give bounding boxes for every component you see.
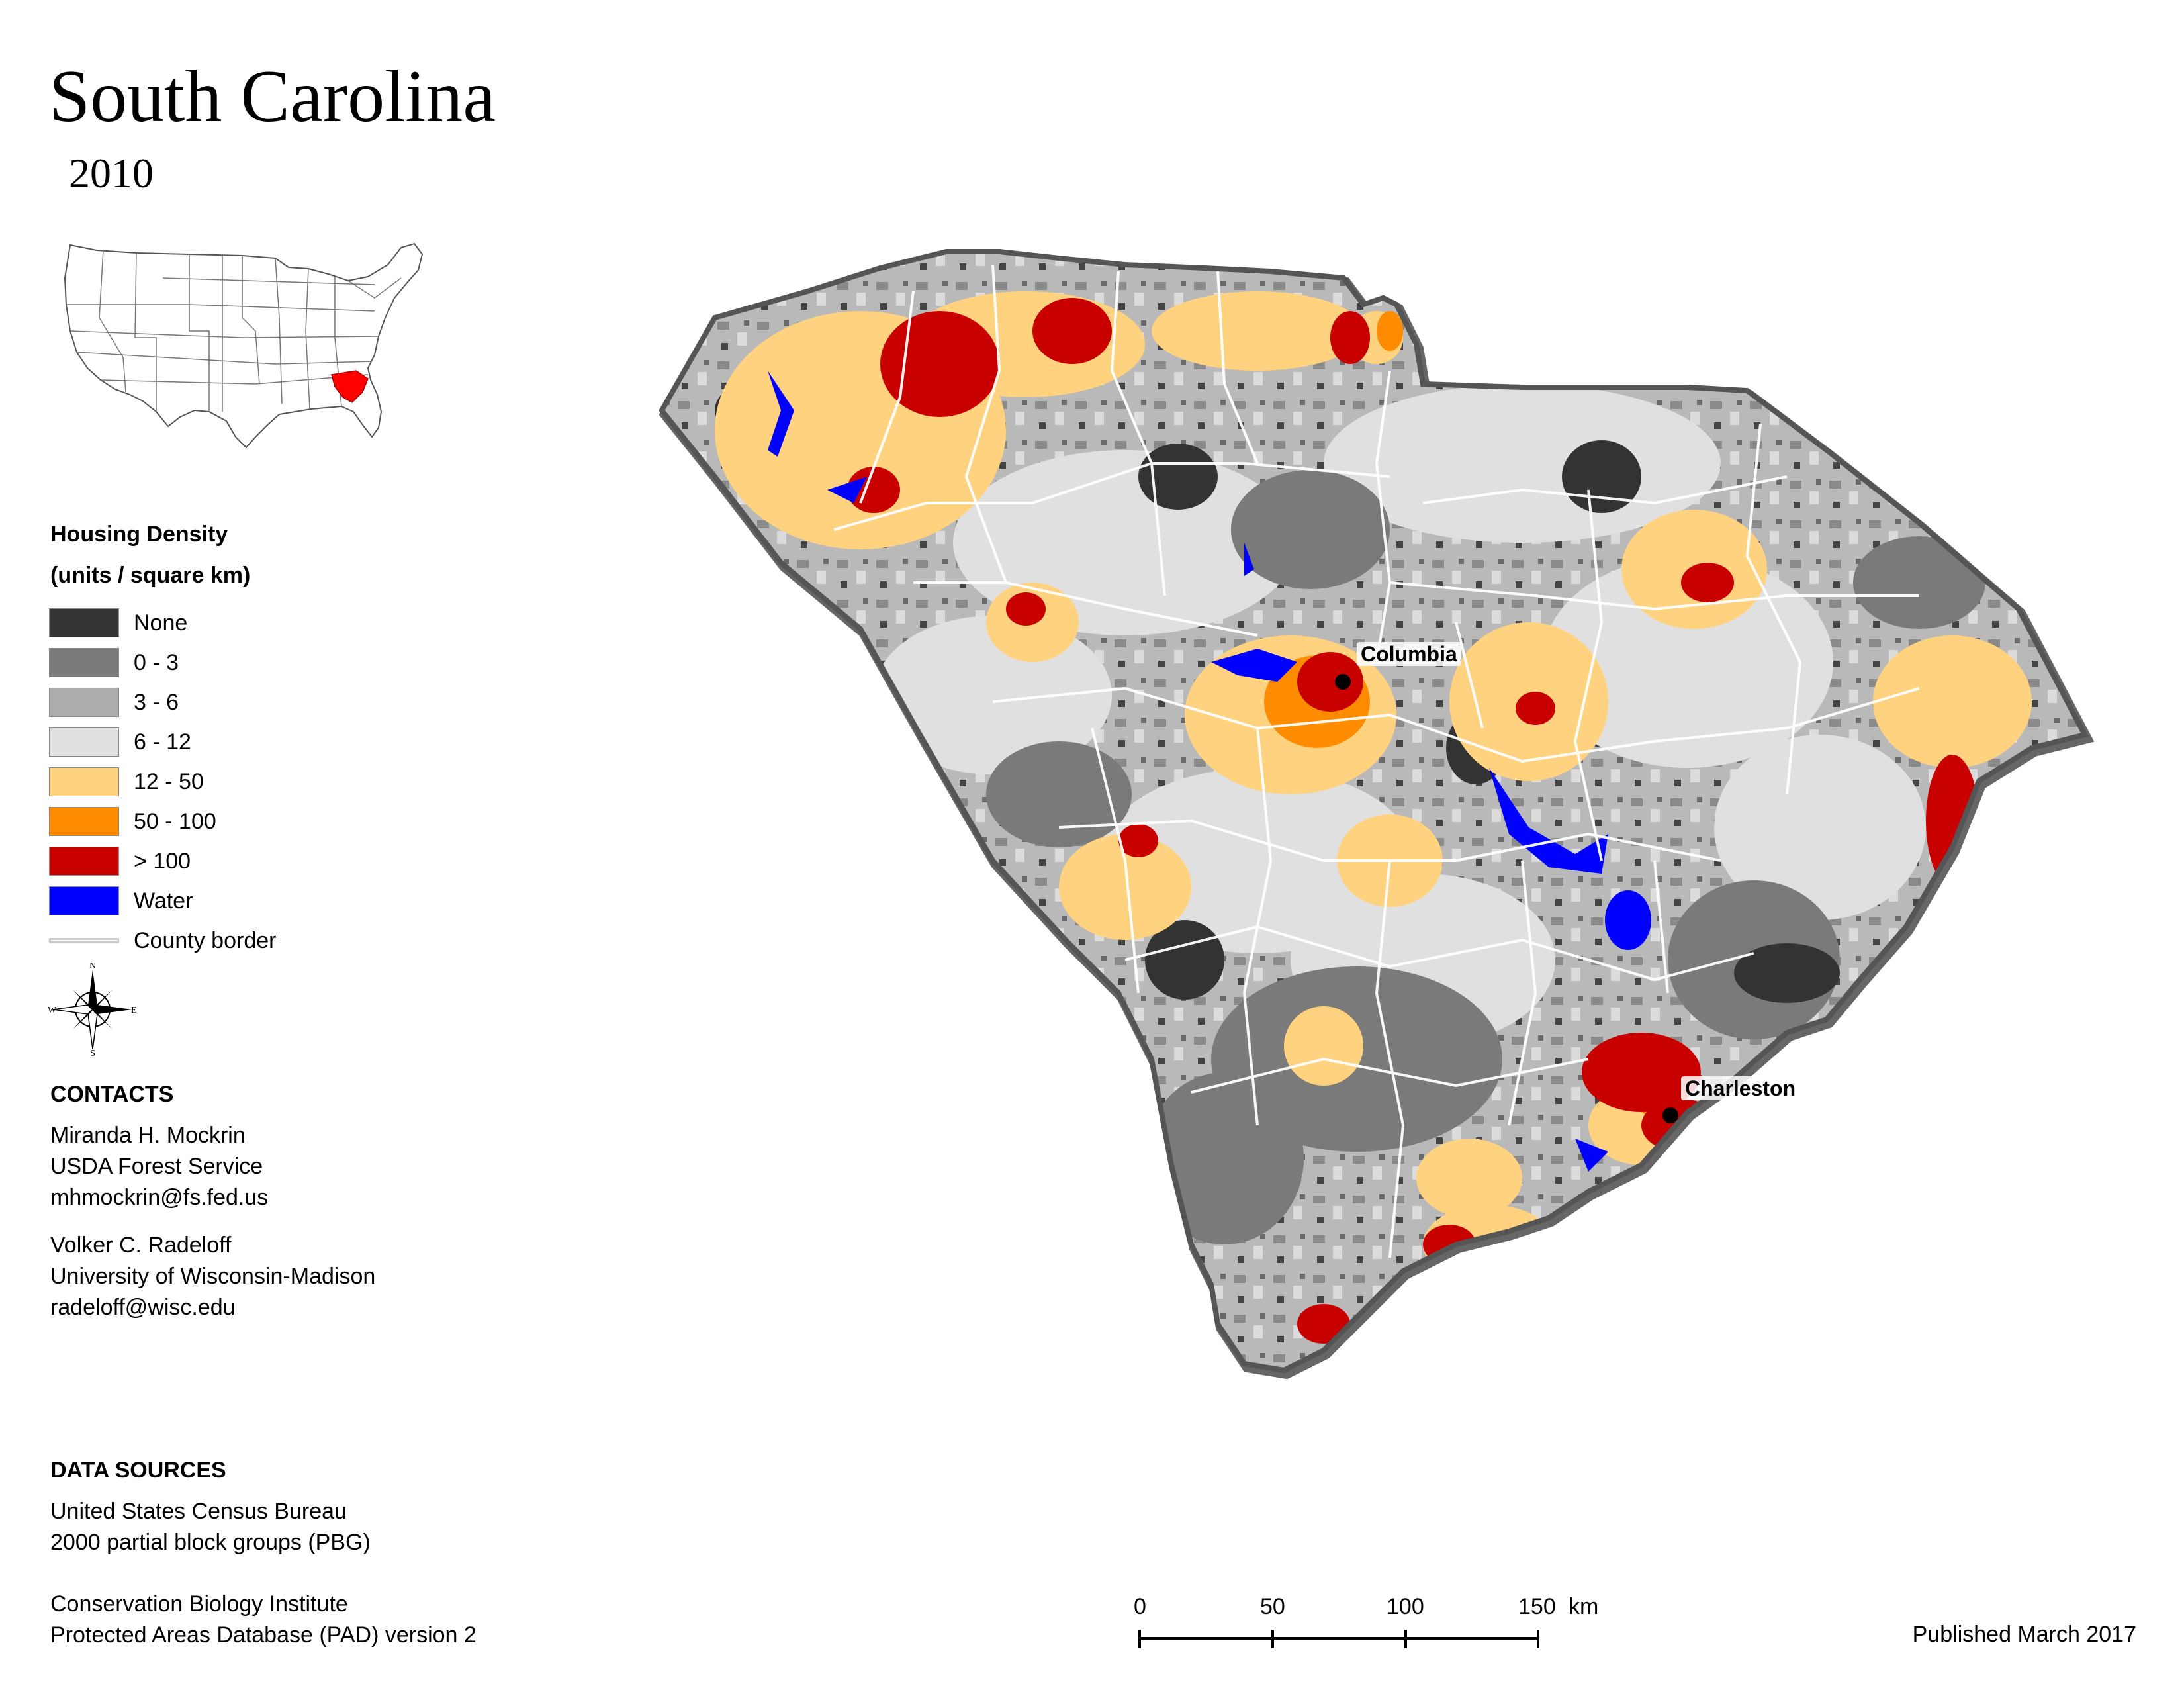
water-bodies bbox=[768, 371, 1651, 1331]
contacts-heading: CONTACTS bbox=[50, 1082, 174, 1107]
data-source-line: 2000 partial block groups (PBG) bbox=[50, 1530, 371, 1555]
legend-subtitle: (units / square km) bbox=[50, 563, 251, 588]
legend-title: Housing Density bbox=[50, 522, 228, 547]
legend-swatch bbox=[49, 727, 119, 757]
legend-label: 0 - 3 bbox=[134, 650, 179, 675]
scale-bar-line bbox=[1138, 1630, 1539, 1648]
map-title: South Carolina bbox=[49, 56, 496, 138]
us-locator-map bbox=[64, 242, 424, 449]
legend-item-county-border: County border bbox=[49, 925, 276, 956]
legend-label: 6 - 12 bbox=[134, 729, 191, 755]
legend-label: 12 - 50 bbox=[134, 769, 204, 794]
scale-tick-label: 0 bbox=[1134, 1594, 1146, 1619]
data-source-line: Conservation Biology Institute bbox=[50, 1591, 348, 1617]
legend-label: 3 - 6 bbox=[134, 690, 179, 715]
scale-tick-label: 150 bbox=[1518, 1594, 1556, 1619]
legend-item-50-100: 50 - 100 bbox=[49, 806, 216, 837]
legend-swatch bbox=[49, 608, 119, 637]
compass-s: S bbox=[90, 1049, 95, 1056]
state-outline bbox=[659, 249, 2089, 1374]
data-source-line: United States Census Bureau bbox=[50, 1499, 347, 1524]
legend-item-water: Water bbox=[49, 886, 193, 916]
contact-org: USDA Forest Service bbox=[50, 1154, 263, 1179]
state-lines bbox=[66, 250, 402, 412]
compass-e: E bbox=[131, 1006, 137, 1015]
legend-item-none: None bbox=[49, 608, 187, 638]
scale-tick-label: 50 bbox=[1260, 1594, 1285, 1619]
compass-rose-icon: N S W E bbox=[48, 963, 137, 1056]
scale-unit: km bbox=[1569, 1594, 1599, 1619]
scale-tick-label: 100 bbox=[1387, 1594, 1424, 1619]
legend-swatch bbox=[49, 648, 119, 677]
south-carolina-highlight bbox=[331, 370, 369, 403]
published-date: Published March 2017 bbox=[1912, 1622, 2136, 1647]
contact-email[interactable]: radeloff@wisc.edu bbox=[50, 1295, 236, 1320]
legend-swatch bbox=[49, 688, 119, 717]
legend-label: None bbox=[134, 610, 188, 635]
data-sources-heading: DATA SOURCES bbox=[50, 1458, 226, 1483]
contact-org: University of Wisconsin-Madison bbox=[50, 1264, 376, 1289]
county-border-swatch bbox=[49, 938, 119, 943]
legend-label: > 100 bbox=[134, 849, 191, 874]
legend-item-12-50: 12 - 50 bbox=[49, 767, 204, 797]
legend-swatch bbox=[49, 807, 119, 836]
legend-label: County border bbox=[134, 928, 277, 953]
charleston-marker bbox=[1662, 1107, 1678, 1123]
legend-swatch bbox=[49, 767, 119, 796]
legend-label: 50 - 100 bbox=[134, 809, 216, 834]
city-label-charleston: Charleston bbox=[1681, 1076, 1800, 1100]
columbia-marker bbox=[1335, 674, 1351, 690]
housing-density-raster bbox=[662, 252, 2085, 1370]
contact-name: Miranda H. Mockrin bbox=[50, 1123, 246, 1148]
county-borders bbox=[833, 264, 1920, 1258]
legend-item-0-3: 0 - 3 bbox=[49, 647, 179, 678]
us-outline bbox=[64, 242, 424, 449]
legend-label: Water bbox=[134, 888, 193, 914]
city-label-columbia: Columbia bbox=[1357, 642, 1461, 666]
compass-w: W bbox=[48, 1006, 57, 1015]
legend-item-6-12: 6 - 12 bbox=[49, 727, 191, 757]
contact-email[interactable]: mhmockrin@fs.fed.us bbox=[50, 1185, 269, 1210]
contact-name: Volker C. Radeloff bbox=[50, 1233, 232, 1258]
map-year: 2010 bbox=[69, 150, 154, 197]
legend-item-over-100: > 100 bbox=[49, 846, 191, 876]
legend-item-3-6: 3 - 6 bbox=[49, 687, 179, 718]
data-source-line: Protected Areas Database (PAD) version 2 bbox=[50, 1622, 477, 1648]
legend-swatch bbox=[49, 886, 119, 915]
legend-swatch bbox=[49, 847, 119, 876]
compass-n: N bbox=[89, 963, 96, 971]
